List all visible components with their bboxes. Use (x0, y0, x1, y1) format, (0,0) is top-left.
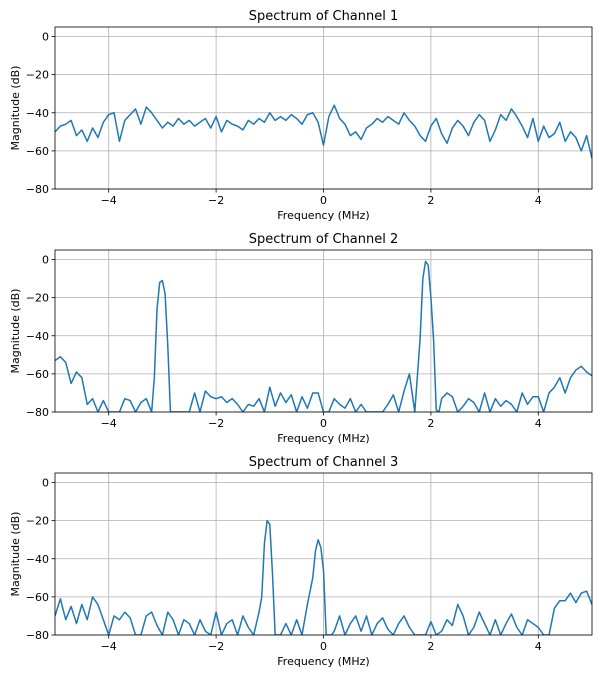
x-tick-label: −4 (101, 417, 117, 430)
x-tick-label: −2 (208, 194, 224, 207)
y-axis-label: Magnitude (dB) (9, 66, 22, 151)
y-tick-label: −20 (26, 69, 49, 82)
x-tick-label: 4 (535, 194, 542, 207)
spectrum-line (55, 260, 592, 412)
y-tick-label: 0 (42, 31, 49, 44)
x-tick-label: 4 (535, 640, 542, 653)
chart-title: Spectrum of Channel 3 (249, 455, 399, 470)
x-tick-label: 0 (320, 640, 327, 653)
y-tick-label: 0 (42, 254, 49, 267)
y-tick-label: −60 (26, 368, 49, 381)
y-tick-label: −60 (26, 591, 49, 604)
x-tick-label: 2 (427, 640, 434, 653)
spectrum-line (55, 104, 592, 159)
y-tick-label: 0 (42, 477, 49, 490)
chart-title: Spectrum of Channel 1 (249, 9, 399, 24)
x-tick-label: 2 (427, 194, 434, 207)
x-tick-label: −4 (101, 640, 117, 653)
y-tick-label: −80 (26, 406, 49, 419)
x-tick-label: −2 (208, 417, 224, 430)
spectrum-line (55, 519, 592, 635)
y-tick-label: −80 (26, 629, 49, 642)
y-tick-label: −40 (26, 330, 49, 343)
x-tick-label: 4 (535, 417, 542, 430)
x-axis-label: Frequency (MHz) (277, 432, 369, 445)
x-tick-label: −4 (101, 194, 117, 207)
x-axis-label: Frequency (MHz) (277, 655, 369, 668)
y-tick-label: −20 (26, 292, 49, 305)
y-tick-label: −20 (26, 515, 49, 528)
x-tick-label: 2 (427, 417, 434, 430)
x-tick-label: 0 (320, 417, 327, 430)
y-tick-label: −80 (26, 183, 49, 196)
x-axis-label: Frequency (MHz) (277, 209, 369, 222)
y-axis-label: Magnitude (dB) (9, 289, 22, 374)
x-tick-label: −2 (208, 640, 224, 653)
chart-title: Spectrum of Channel 2 (249, 232, 399, 247)
y-axis-label: Magnitude (dB) (9, 512, 22, 597)
y-tick-label: −60 (26, 145, 49, 158)
y-tick-label: −40 (26, 553, 49, 566)
x-tick-label: 0 (320, 194, 327, 207)
y-tick-label: −40 (26, 107, 49, 120)
